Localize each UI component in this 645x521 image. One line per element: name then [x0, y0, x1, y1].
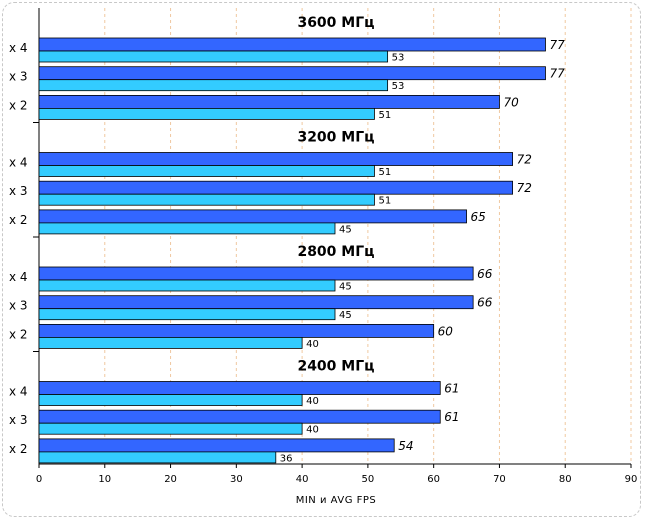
avg-fps-bar [38, 409, 441, 424]
min-fps-value-label: 53 [392, 53, 405, 64]
avg-fps-value-label: 77 [549, 38, 565, 52]
x-tick-label: 30 [230, 474, 243, 485]
min-fps-bar [38, 422, 303, 435]
category-label: x 4 [9, 41, 28, 55]
avg-fps-value-label: 77 [549, 67, 565, 81]
group-title: 3600 МГц [297, 15, 374, 31]
min-fps-bar [38, 451, 277, 464]
x-tick-label: 20 [164, 474, 177, 485]
min-fps-bar [38, 336, 303, 349]
labels: 0 10 20 30 40 50 60 70 80 90 3600 МГц 77 53 x 4 77 53 x … [9, 15, 637, 485]
avg-fps-value-label: 72 [517, 153, 532, 167]
group-title: 2800 МГц [297, 244, 374, 260]
avg-fps-bar [38, 66, 546, 81]
bars [38, 37, 546, 464]
category-label: x 2 [9, 213, 28, 227]
min-fps-value-label: 45 [339, 310, 352, 321]
category-label: x 2 [9, 327, 28, 341]
avg-fps-value-label: 60 [438, 324, 454, 338]
avg-fps-value-label: 61 [444, 410, 459, 424]
avg-fps-bar [38, 266, 474, 281]
category-label: x 3 [9, 70, 28, 84]
min-fps-bar [38, 308, 336, 321]
min-fps-bar [38, 193, 375, 206]
min-fps-value-label: 36 [280, 453, 293, 464]
min-fps-bar [38, 394, 303, 406]
x-tick-label: 50 [362, 474, 375, 485]
x-tick-label: 60 [427, 474, 440, 485]
x-axis-title: MIN и AVG FPS [296, 495, 377, 506]
category-label: x 3 [9, 299, 28, 313]
avg-fps-value-label: 72 [517, 181, 532, 195]
min-fps-bar [38, 79, 389, 92]
avg-fps-bar [38, 95, 500, 109]
group-title: 3200 МГц [297, 130, 374, 146]
category-label: x 2 [9, 442, 28, 456]
min-fps-value-label: 51 [378, 167, 391, 178]
avg-fps-bar [38, 438, 395, 453]
min-fps-value-label: 40 [306, 396, 319, 407]
category-label: x 3 [9, 184, 28, 198]
avg-fps-bar [38, 152, 514, 166]
min-fps-value-label: 45 [339, 282, 352, 293]
x-tick-label: 70 [493, 474, 506, 485]
chart-frame [2, 2, 641, 517]
avg-fps-bar [38, 209, 467, 224]
min-fps-bar [38, 222, 336, 235]
min-fps-bar [38, 108, 375, 120]
category-label: x 4 [9, 156, 28, 170]
x-tick-label: 80 [559, 474, 572, 485]
x-tick-label: 0 [36, 474, 42, 485]
avg-fps-bar [38, 295, 474, 310]
avg-fps-bar [38, 381, 441, 395]
x-tick-label: 40 [296, 474, 309, 485]
min-fps-bar [38, 50, 389, 63]
min-fps-bar [38, 279, 336, 292]
avg-fps-value-label: 70 [503, 95, 519, 109]
avg-fps-bar [38, 37, 546, 52]
avg-fps-value-label: 61 [444, 382, 459, 396]
min-fps-value-label: 51 [378, 110, 391, 121]
min-fps-value-label: 40 [306, 339, 319, 350]
min-fps-value-label: 53 [392, 81, 405, 92]
x-tick-label: 90 [625, 474, 638, 485]
category-label: x 4 [9, 385, 28, 399]
min-fps-value-label: 51 [378, 196, 391, 207]
category-label: x 3 [9, 413, 28, 427]
avg-fps-value-label: 54 [398, 439, 413, 453]
min-fps-bar [38, 165, 375, 177]
avg-fps-value-label: 66 [477, 296, 493, 310]
group-title: 2400 МГц [297, 359, 374, 375]
min-fps-value-label: 45 [339, 224, 352, 235]
avg-fps-value-label: 66 [477, 267, 493, 281]
category-label: x 2 [9, 98, 28, 112]
x-tick-label: 10 [98, 474, 111, 485]
avg-fps-value-label: 65 [471, 210, 486, 224]
category-label: x 4 [9, 270, 28, 284]
min-fps-value-label: 40 [306, 425, 319, 436]
avg-fps-bar [38, 180, 514, 195]
avg-fps-bar [38, 323, 435, 338]
